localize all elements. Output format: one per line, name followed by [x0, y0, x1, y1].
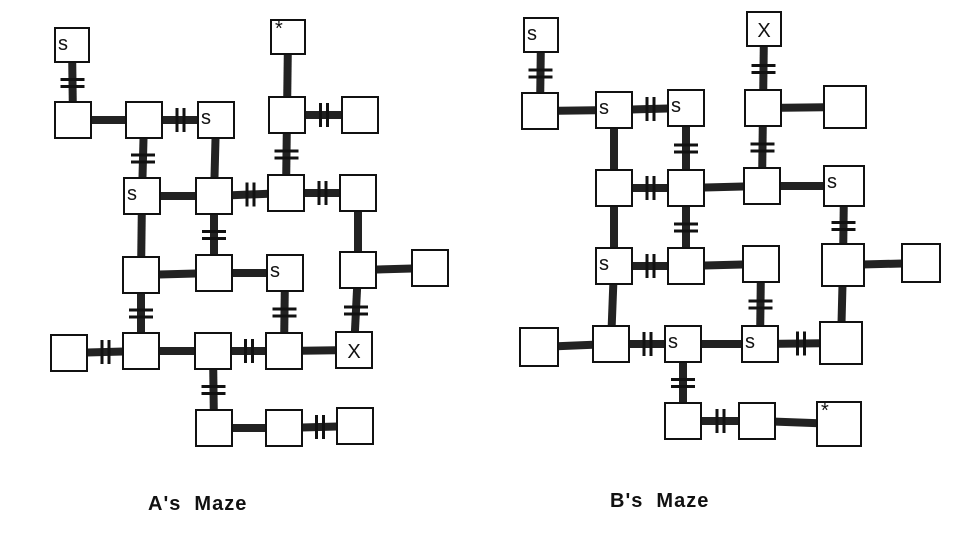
maze-a-room-a24 [336, 407, 374, 445]
maze-a-room-a19 [194, 332, 232, 370]
maze-a-room-a23 [265, 409, 303, 447]
maze-b-room-b23 [738, 402, 776, 440]
maze-b-room-b6 [744, 89, 782, 127]
maze-b-room-b22 [664, 402, 702, 440]
maze-b-room-label-b1: s [527, 23, 537, 45]
maze-b-room-label-b24: * [821, 400, 829, 422]
maze-a-room-label-a21: X [347, 341, 360, 363]
maze-b-room-b5 [667, 89, 705, 127]
maze-b-room-label-b19: s [668, 331, 678, 353]
maze-a-room-a8 [123, 177, 161, 215]
maze-b-room-b18 [592, 325, 630, 363]
maze-a-room-label-a14: s [270, 260, 280, 282]
maze-a-room-a22 [195, 409, 233, 447]
maze-b-room-b3 [521, 92, 559, 130]
maze-a-room-a4 [125, 101, 163, 139]
maze-b-room-b12 [595, 247, 633, 285]
maze-a: s * s s s X [50, 18, 449, 447]
maze-a-room-label-a8: s [127, 183, 137, 205]
maze-a-room-a2 [270, 19, 306, 55]
maze-b-room-b15 [821, 243, 865, 287]
maze-a-room-a13 [195, 254, 233, 292]
maze-a-room-label-a1: s [58, 33, 68, 55]
maze-b-room-b21 [819, 321, 863, 365]
maze-b-room-label-b5: s [671, 95, 681, 117]
maze-a-room-label-a2: * [275, 18, 283, 40]
maze-b-room-b24 [816, 401, 862, 447]
maze-a-room-label-a5: s [201, 107, 211, 129]
maze-b-room-b2 [746, 11, 782, 47]
maze-a-room-a12 [122, 256, 160, 294]
maze-a-room-a20 [265, 332, 303, 370]
maze-b-room-b4 [595, 91, 633, 129]
maze-a-room-a15 [339, 251, 377, 289]
maze-a-room-a1 [54, 27, 90, 63]
maze-b-room-b9 [667, 169, 705, 207]
maze-b-room-label-b12: s [599, 253, 609, 275]
maze-a-room-a14 [266, 254, 304, 292]
maze-a-room-a10 [267, 174, 305, 212]
maze-b-room-b17 [519, 327, 559, 367]
maze-b-room-label-b20: s [745, 331, 755, 353]
maze-b-room-b10 [743, 167, 781, 205]
maze-b-room-b14 [742, 245, 780, 283]
maze-a-room-a17 [50, 334, 88, 372]
maze-b-room-b13 [667, 247, 705, 285]
maze-a-room-a7 [341, 96, 379, 134]
maze-b-room-label-b11: s [827, 171, 837, 193]
maze-a-room-a9 [195, 177, 233, 215]
maze-b-room-b8 [595, 169, 633, 207]
maze-b-room-label-b2: X [757, 20, 770, 42]
maze-a-room-a6 [268, 96, 306, 134]
maze-b-caption: B's Maze [610, 490, 710, 512]
maze-a-room-a21 [335, 331, 373, 369]
maze-a-room-a5 [197, 101, 235, 139]
maze-a-room-a11 [339, 174, 377, 212]
maze-b-room-b11 [823, 165, 865, 207]
maze-a-room-a3 [54, 101, 92, 139]
maze-b-room-label-b4: s [599, 97, 609, 119]
maze-b-room-b7 [823, 85, 867, 129]
maze-b-room-b19 [664, 325, 702, 363]
maze-a-caption: A's Maze [148, 493, 248, 515]
maze-a-room-a16 [411, 249, 449, 287]
maze-a-room-a18 [122, 332, 160, 370]
maze-b-room-b20 [741, 325, 779, 363]
maze-b-room-b16 [901, 243, 941, 283]
maze-b-room-b1 [523, 17, 559, 53]
maze-b: s Xs s s s s s * [519, 11, 941, 447]
